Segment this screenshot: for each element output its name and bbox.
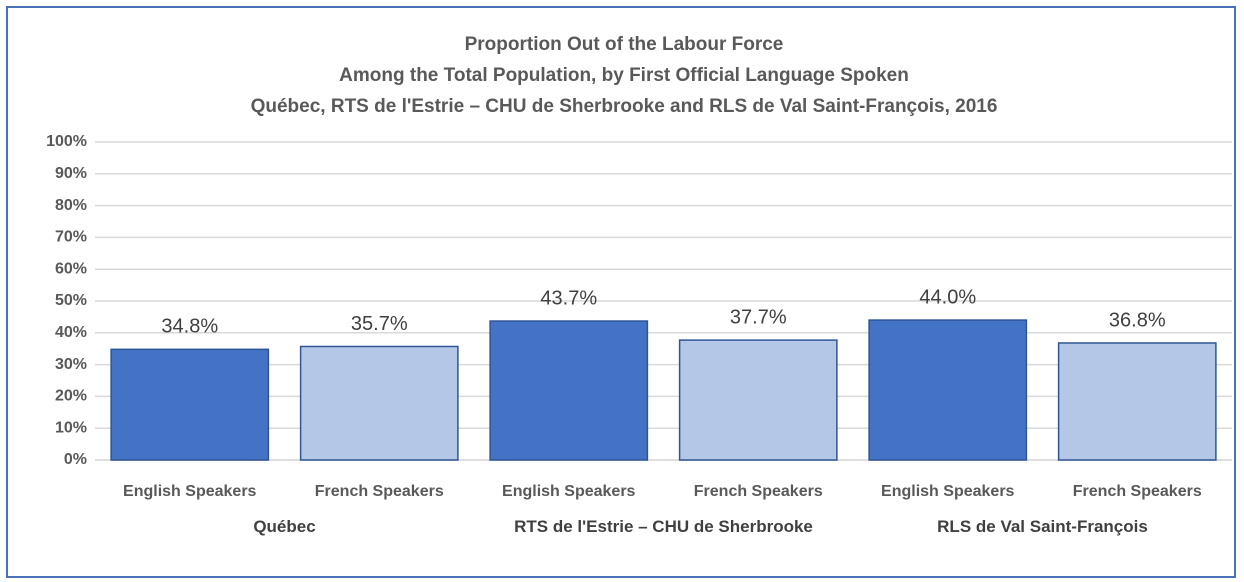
x-tick-label: French Speakers xyxy=(1073,483,1202,500)
x-tick-label: English Speakers xyxy=(123,483,256,500)
chart-title: Proportion Out of the Labour Force xyxy=(465,34,784,55)
chart-title: Among the Total Population, by First Off… xyxy=(339,65,909,86)
bar xyxy=(299,345,459,461)
y-tick-label: 20% xyxy=(55,388,87,405)
value-label: 37.7% xyxy=(730,306,787,328)
x-tick-label: French Speakers xyxy=(315,483,444,500)
y-tick-label: 60% xyxy=(55,260,87,277)
x-tick-label: French Speakers xyxy=(694,483,823,500)
bar xyxy=(489,320,649,461)
group-label: Québec xyxy=(253,517,316,536)
y-tick-label: 90% xyxy=(55,165,87,182)
value-label: 34.8% xyxy=(161,316,218,338)
chart-frame xyxy=(6,6,1236,578)
y-tick-label: 50% xyxy=(55,292,87,309)
y-tick-label: 40% xyxy=(55,324,87,341)
bar xyxy=(110,348,270,461)
value-label: 35.7% xyxy=(351,313,408,335)
y-tick-label: 80% xyxy=(55,197,87,214)
x-tick-label: English Speakers xyxy=(881,483,1014,500)
y-tick-label: 100% xyxy=(46,133,87,150)
y-tick-label: 30% xyxy=(55,356,87,373)
y-tick-label: 70% xyxy=(55,229,87,246)
group-label: RTS de l'Estrie – CHU de Sherbrooke xyxy=(514,517,813,536)
y-tick-label: 0% xyxy=(64,451,87,468)
bar xyxy=(868,319,1028,461)
value-label: 43.7% xyxy=(540,287,597,309)
x-tick-label: English Speakers xyxy=(502,483,635,500)
chart-title: Québec, RTS de l'Estrie – CHU de Sherbro… xyxy=(251,96,998,117)
bar xyxy=(678,339,838,461)
value-label: 36.8% xyxy=(1109,309,1166,331)
y-tick-label: 10% xyxy=(55,419,87,436)
bar xyxy=(1057,342,1217,461)
value-label: 44.0% xyxy=(919,286,976,308)
group-label: RLS de Val Saint-François xyxy=(937,517,1148,536)
